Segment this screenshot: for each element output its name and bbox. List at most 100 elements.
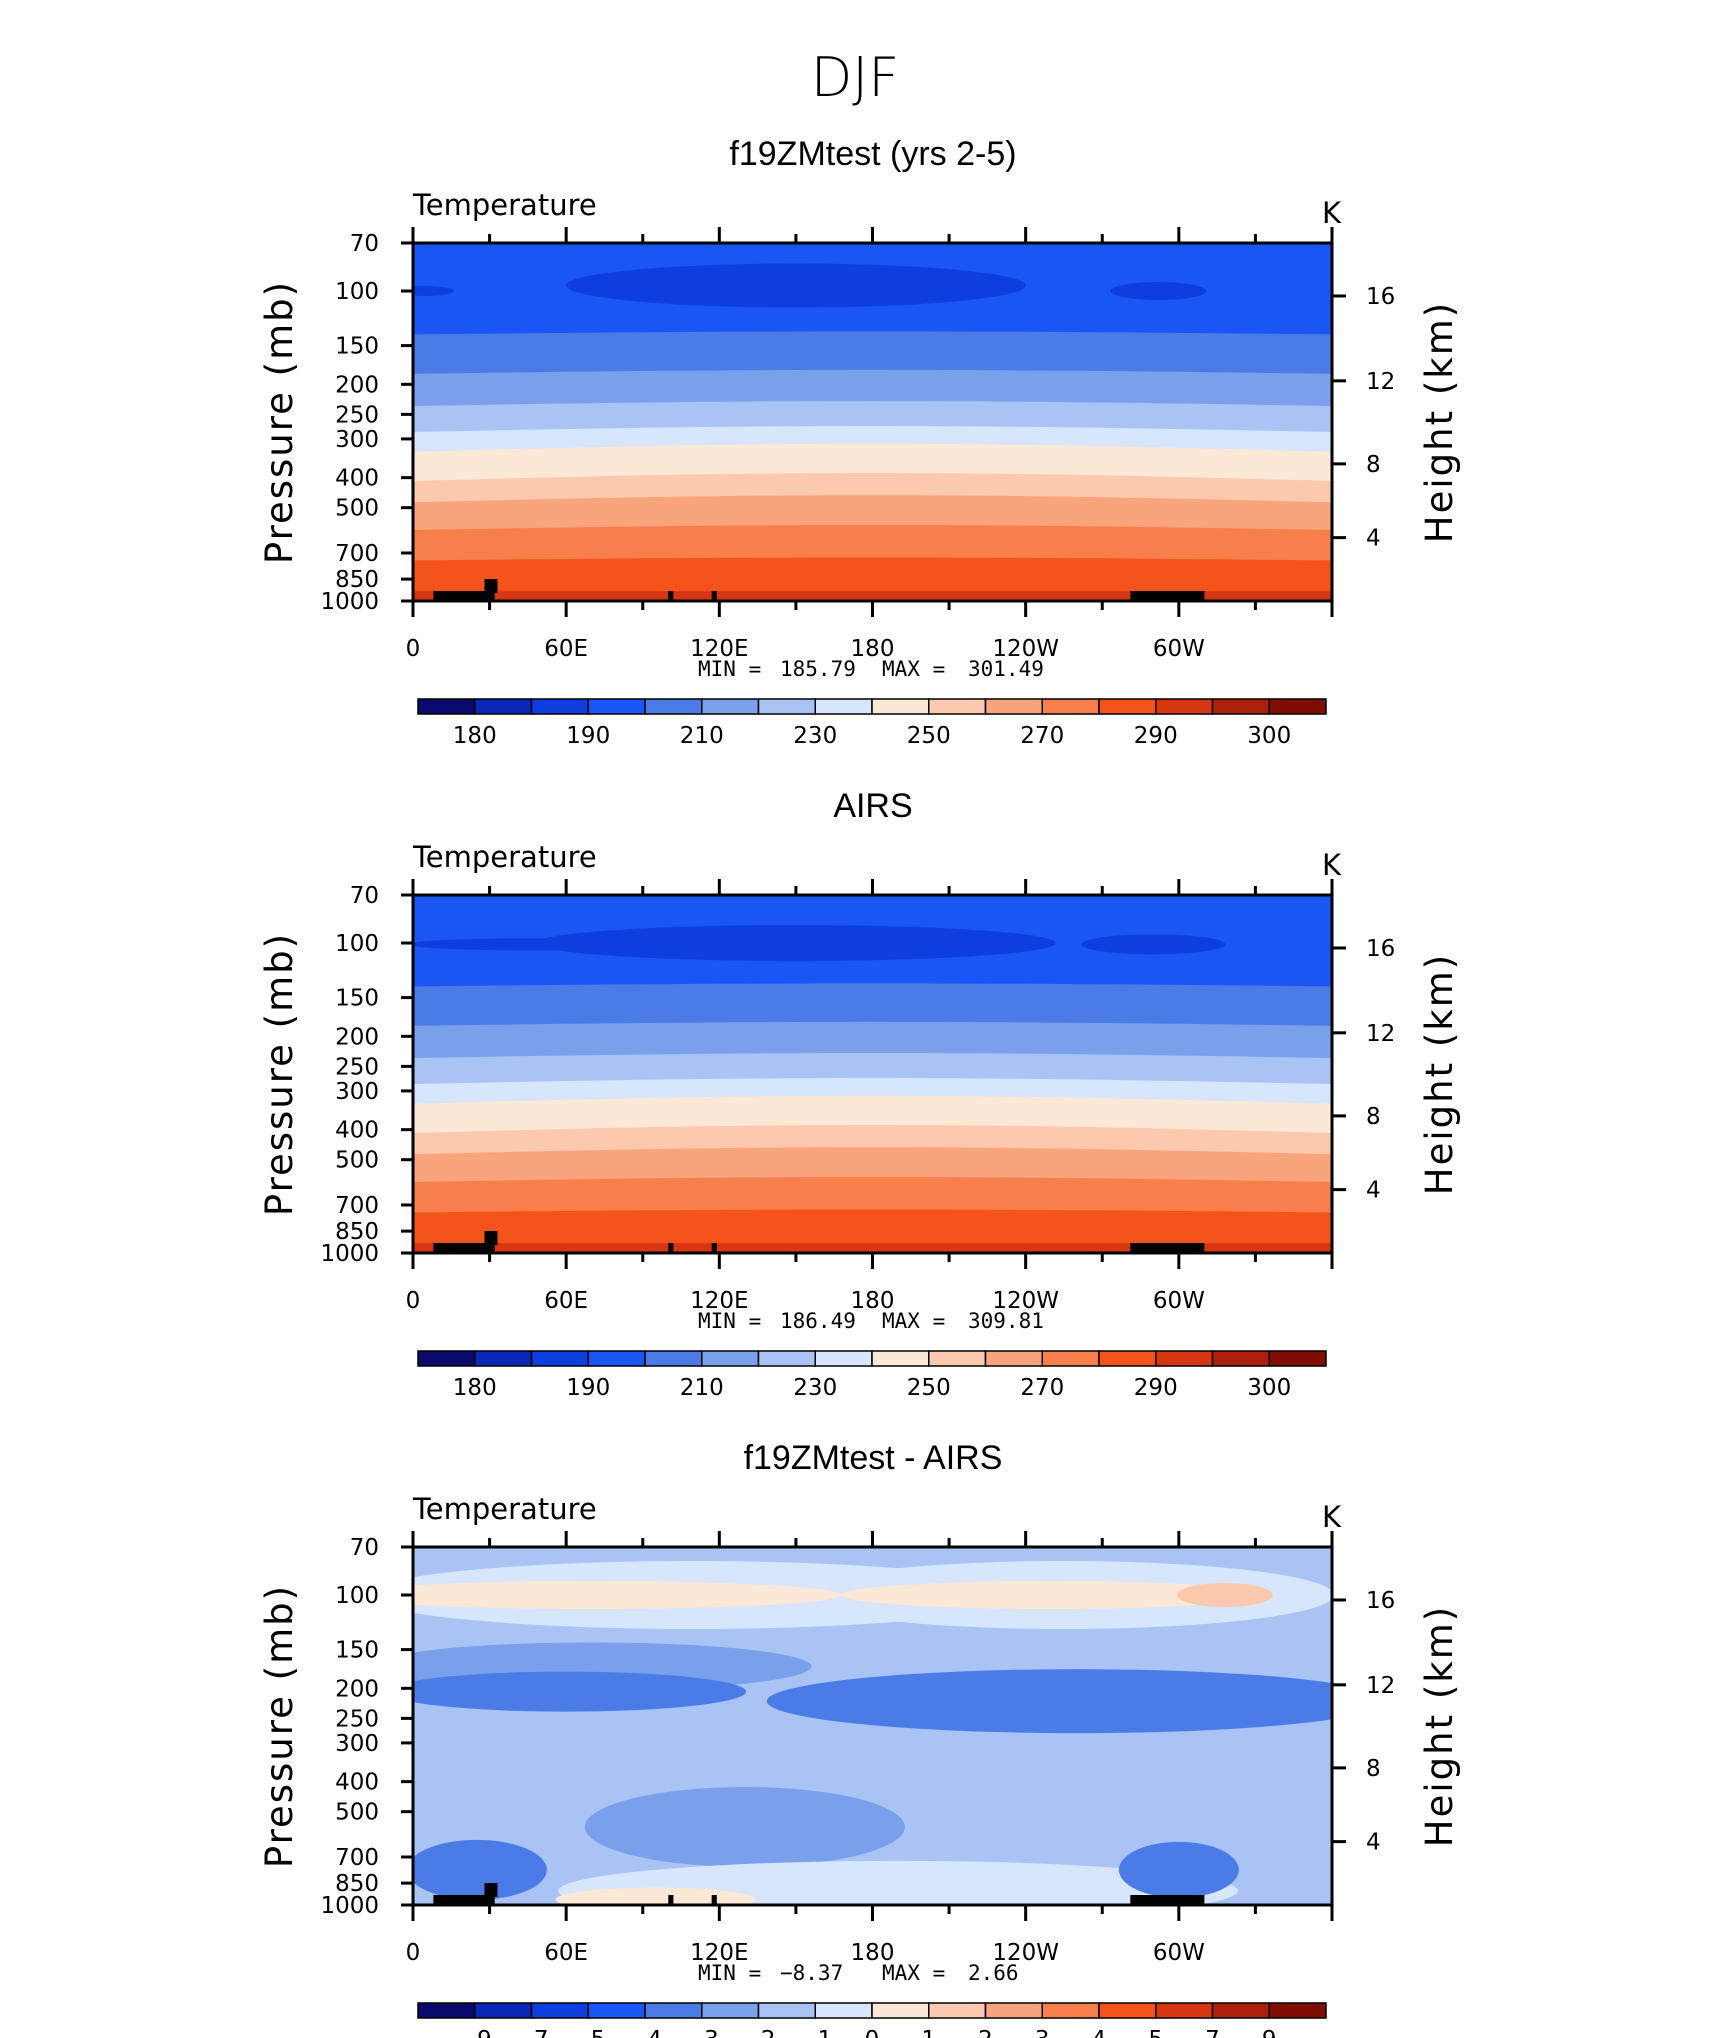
cold-core [535,925,1056,962]
topography-mask [451,591,462,601]
colorbar-swatch [587,1350,646,1367]
colorbar-swatch [1098,2002,1157,2019]
y-tick-label: 100 [335,279,379,305]
panel-units-label: K [1322,1500,1342,1534]
colorbar-label: 250 [907,723,951,749]
colorbar-swatch [928,1350,987,1367]
colorbar-label: 180 [453,1375,497,1401]
colorbar-label: 270 [1020,1375,1064,1401]
panel-3: f19ZMtest - AIRS Temperature K 0 60E 120E 180 1… [258,1439,1461,2038]
colorbar-swatch [984,698,1043,715]
x-tick-label: 0 [406,636,421,662]
topography-mask [433,591,495,601]
y-tick-label: 150 [335,334,379,360]
contour-field [413,1547,1332,1905]
colorbar-swatch [871,2002,930,2019]
y-tick-label: 500 [335,496,379,522]
colorbar-swatch [1155,1350,1214,1367]
y-tick-label: 700 [335,1193,379,1219]
cold-core [1081,934,1226,955]
colorbar-label: 5 [1148,2027,1163,2038]
contour-field [413,895,1332,1253]
colorbar-swatch [1211,698,1270,715]
colorbar-swatch [530,1350,589,1367]
colorbar-swatch [1211,2002,1270,2019]
min-label: MIN = [698,1961,761,1985]
x-tick-label: 120E [690,1288,748,1314]
colorbar-swatch [984,1350,1043,1367]
topography-mask [451,1243,462,1253]
colorbar-swatch [1268,698,1327,715]
cold-core [565,263,1026,308]
colorbar-swatch [1155,698,1214,715]
height-tick-label: 12 [1366,1021,1395,1047]
x-tick-label: 180 [851,1288,895,1314]
y-tick-label: 700 [335,541,379,567]
colorbar-swatch [1211,1350,1270,1367]
colorbar-swatch [871,698,930,715]
diff-warm [555,1887,756,1905]
max-value: 2.66 [968,1961,1019,1985]
colorbar-swatch [474,1350,533,1367]
y-tick-label: 1000 [320,1241,379,1267]
panel-units-label: K [1322,848,1342,882]
height-tick-label: 16 [1366,936,1395,962]
colorbar-label: 7 [1205,2027,1220,2038]
height-tick-label: 8 [1366,452,1381,478]
colorbar-label: 0 [865,2027,880,2038]
topography-mask [1130,591,1205,601]
diff-warm [413,1581,842,1610]
x-tick-label: 60W [1153,1940,1205,1966]
colorbar-swatch [814,2002,873,2019]
colorbar-label: 3 [1035,2027,1050,2038]
colorbar-swatch [1098,1350,1157,1367]
topography-mask [668,591,674,601]
topography-mask [668,1243,674,1253]
colorbar-swatch [814,698,873,715]
height-tick-label: 4 [1366,1178,1381,1204]
y-tick-label: 850 [335,567,379,593]
y-axis-title-right: Height (km) [1418,301,1461,543]
topography-mask [433,1243,495,1253]
colorbar-label: 190 [566,1375,610,1401]
colorbar-label: 9 [1262,2027,1277,2038]
cold-core [413,938,648,951]
colorbar-swatch [757,698,816,715]
topography-mask [1130,1895,1205,1905]
x-tick-label: 120E [690,1940,748,1966]
colorbar-label: −4 [628,2027,662,2038]
max-value: 309.81 [968,1309,1044,1333]
x-tick-label: 180 [851,1940,895,1966]
y-tick-label: 70 [350,883,379,909]
x-tick-label: 60W [1153,1288,1205,1314]
figure-supertitle: DJF [811,46,900,109]
y-tick-label: 100 [335,931,379,957]
x-tick-label: 120W [992,1940,1059,1966]
x-tick-label: 60E [544,1288,588,1314]
diff-cold [766,1669,1332,1734]
y-axis-title-right: Height (km) [1418,953,1461,1195]
colorbar-label: 190 [566,723,610,749]
y-tick-label: 300 [335,1079,379,1105]
colorbar-label: 250 [907,1375,951,1401]
diff-cold [413,1839,547,1900]
y-tick-label: 1000 [320,589,379,615]
panel-variable-label: Temperature [412,1492,597,1526]
y-tick-label: 100 [335,1583,379,1609]
panel-variable-label: Temperature [412,188,597,222]
colorbar-swatch [757,2002,816,2019]
diff-warm [841,1581,1262,1610]
panel-title: f19ZMtest - AIRS [744,1439,1003,1477]
x-tick-label: 60E [544,1940,588,1966]
colorbar-swatch [644,1350,703,1367]
topography-mask [711,1243,717,1253]
colorbar-swatch [1155,2002,1214,2019]
colorbar-swatch [984,2002,1043,2019]
colorbar-swatch [928,2002,987,2019]
topography-mask [1130,1243,1205,1253]
contour-band [413,557,1332,601]
max-value: 301.49 [968,657,1044,681]
colorbar-label: 4 [1092,2027,1107,2038]
x-tick-label: 180 [851,636,895,662]
max-label: MAX = [882,1309,945,1333]
